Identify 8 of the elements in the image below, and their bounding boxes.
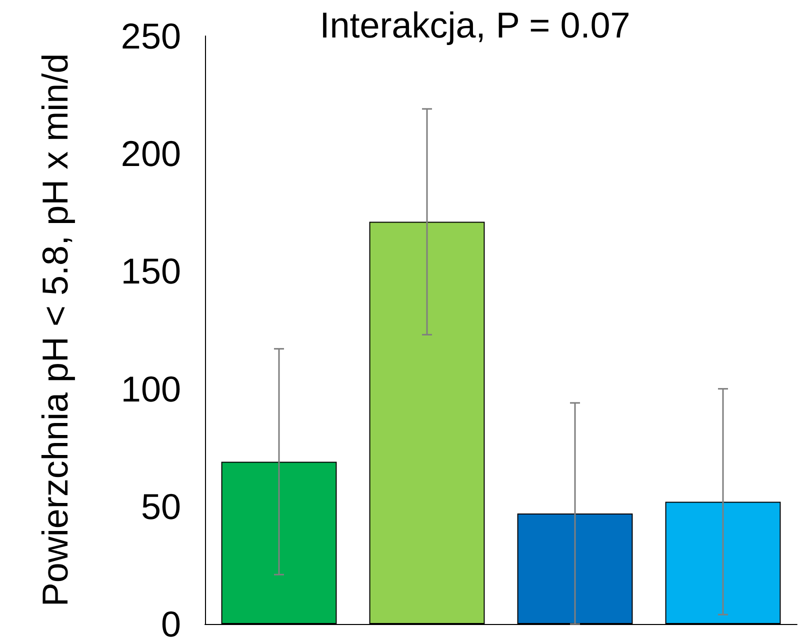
y-tick-label: 250: [120, 16, 181, 56]
chart-title: Interakcja, P = 0.07: [320, 4, 630, 46]
y-tick-label: 200: [120, 133, 181, 174]
y-tick-label: 0: [160, 604, 181, 642]
y-axis-title: Powierzchnia pH < 5.8, pH x min/d: [34, 53, 76, 607]
y-tick-label: 100: [120, 368, 181, 410]
y-tick-label: 50: [140, 486, 181, 527]
y-tick-label: 150: [120, 250, 181, 292]
